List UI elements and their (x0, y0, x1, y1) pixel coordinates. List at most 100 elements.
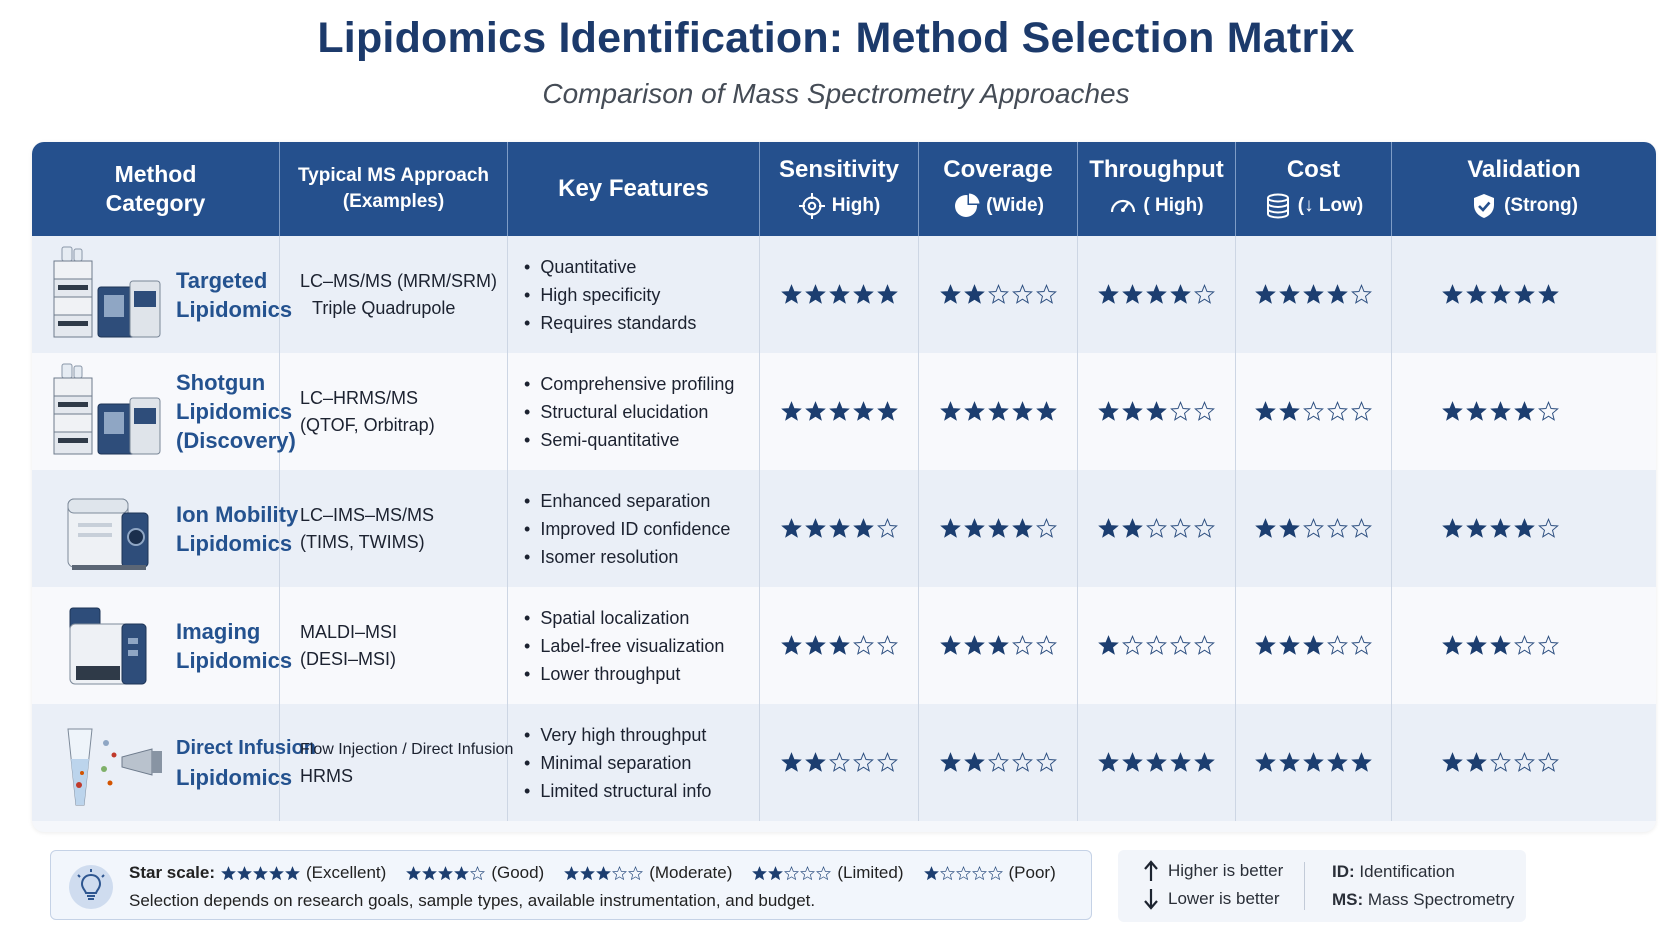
legend-text: (Poor) (1008, 863, 1056, 882)
star-filled-icon (1490, 401, 1511, 421)
star-filled-icon (939, 401, 961, 421)
star-filled-icon (1327, 284, 1348, 304)
key-features-cell: Enhanced separation Improved ID confiden… (508, 470, 760, 587)
star-filled-icon (1146, 401, 1167, 421)
star-filled-icon (1279, 518, 1300, 538)
star-filled-icon (963, 752, 985, 772)
star-filled-icon (1327, 752, 1348, 772)
lower-is-better: Lower is better (1168, 889, 1280, 908)
star-scale-legend: Star scale: (Excellent) (Good) (Moderate… (50, 850, 1092, 920)
star-rating (780, 635, 898, 656)
star-rating (1442, 752, 1559, 773)
sensitivity-rating (760, 353, 919, 470)
feature-item: Label-free visualization (524, 632, 724, 660)
star-filled-icon (1098, 518, 1119, 538)
pie-chart-icon (955, 193, 980, 217)
feature-item: Very high throughput (524, 721, 711, 749)
method-name: Lipidomics (176, 764, 293, 790)
star-empty-icon (1303, 518, 1324, 538)
star-filled-icon (1122, 518, 1143, 538)
validation-rating (1392, 353, 1656, 470)
star-empty-icon (1170, 635, 1191, 655)
key-features-cell: Quantitative High specificity Requires s… (508, 236, 760, 353)
crosshair-icon (798, 193, 825, 219)
star-empty-icon (1011, 752, 1033, 772)
star-rating (939, 752, 1057, 773)
star-rating (1255, 284, 1372, 305)
feature-item: Improved ID confidence (524, 515, 730, 543)
abbreviation-id: ID: Identification (1332, 862, 1455, 881)
star-filled-icon (1255, 284, 1276, 304)
star-rating (1442, 284, 1559, 305)
star-filled-icon (1279, 752, 1300, 772)
header-ms-approach: Typical MS Approach (Examples) (280, 142, 508, 236)
method-category-cell: Shotgun Lipidomics (Discovery) (32, 353, 296, 470)
star-filled-icon (1255, 518, 1276, 538)
star-filled-icon (963, 635, 985, 655)
ms-approach-cell: LC–IMS–MS/MS (TIMS, TWIMS) (280, 470, 508, 587)
star-rating (780, 284, 898, 305)
star-filled-icon (1442, 284, 1463, 304)
star-filled-icon (804, 635, 826, 655)
star-empty-icon (852, 635, 874, 655)
star-filled-icon (1098, 401, 1119, 421)
star-filled-icon (963, 284, 985, 304)
star-filled-icon (1303, 284, 1324, 304)
star-empty-icon (1538, 635, 1559, 655)
star-filled-icon (804, 518, 826, 538)
table-row: Targeted Lipidomics LC–MS/MS (MRM/SRM) T… (32, 236, 1656, 353)
star-filled-icon (780, 752, 802, 772)
header-sensitivity: Sensitivity High) (760, 142, 919, 236)
star-rating (780, 752, 898, 773)
star-filled-icon (1170, 752, 1191, 772)
star-filled-icon (1279, 635, 1300, 655)
star-filled-icon (804, 401, 826, 421)
feature-item: Spatial localization (524, 604, 724, 632)
star-empty-icon (876, 752, 898, 772)
sensitivity-rating (760, 470, 919, 587)
feature-item: Requires standards (524, 309, 696, 337)
coverage-rating (919, 236, 1078, 353)
star-filled-icon (1442, 635, 1463, 655)
feature-item: Quantitative (524, 253, 696, 281)
table-row: Shotgun Lipidomics (Discovery) LC–HRMS/M… (32, 353, 1656, 470)
star-rating (1255, 752, 1372, 773)
sensitivity-rating (760, 704, 919, 821)
cost-rating (1236, 353, 1392, 470)
star-empty-icon (987, 865, 1003, 880)
method-name: Direct Infusion (176, 736, 317, 759)
lc-ms-instrument-icon (53, 363, 161, 454)
star-filled-icon (422, 865, 438, 880)
star-empty-icon (1194, 284, 1215, 304)
star-filled-icon (1538, 284, 1559, 304)
star-filled-icon (1466, 752, 1487, 772)
star-filled-icon (1442, 401, 1463, 421)
star-filled-icon (852, 401, 874, 421)
throughput-rating (1078, 587, 1236, 704)
star-empty-icon (1303, 401, 1324, 421)
arrow-up-icon (1144, 860, 1158, 881)
method-matrix-table: Method Category Typical MS Approach (Exa… (32, 142, 1656, 832)
key-divider (1304, 862, 1305, 910)
star-empty-icon (987, 752, 1009, 772)
star-empty-icon (1194, 635, 1215, 655)
cost-rating (1236, 236, 1392, 353)
star-empty-icon (1194, 401, 1215, 421)
page-subtitle: Comparison of Mass Spectrometry Approach… (542, 78, 1130, 109)
star-rating (939, 635, 1057, 656)
star-filled-icon (1466, 518, 1487, 538)
higher-is-better: Higher is better (1168, 861, 1284, 880)
abbreviation-ms: MS: Mass Spectrometry (1332, 890, 1515, 909)
legend-stars (221, 865, 300, 881)
validation-rating (1392, 470, 1656, 587)
star-empty-icon (1170, 401, 1191, 421)
star-filled-icon (1490, 518, 1511, 538)
cost-rating (1236, 704, 1392, 821)
star-filled-icon (1098, 284, 1119, 304)
imaging-ms-instrument-icon (69, 607, 147, 684)
star-rating (1255, 401, 1372, 422)
star-empty-icon (1327, 635, 1348, 655)
star-filled-icon (1146, 752, 1167, 772)
star-filled-icon (939, 284, 961, 304)
star-rating (1098, 401, 1215, 422)
